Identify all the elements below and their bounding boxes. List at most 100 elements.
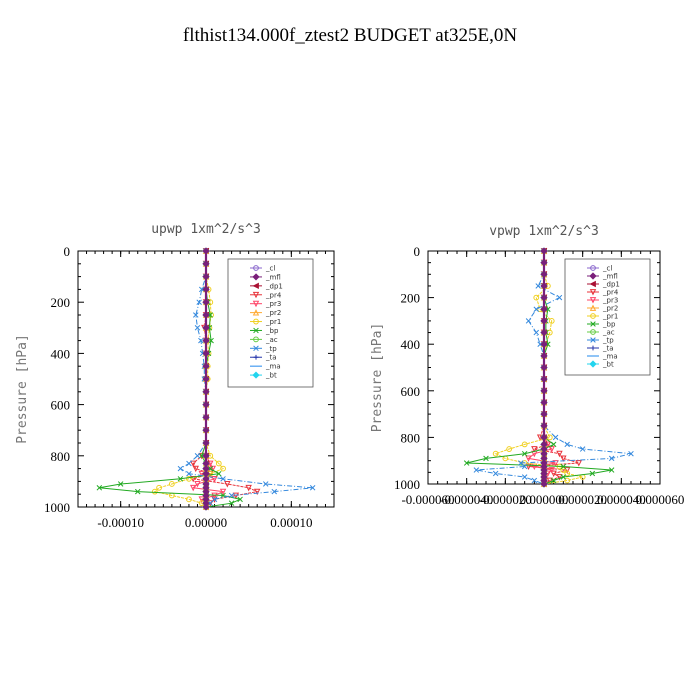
data-point: [533, 329, 540, 336]
legend-label: _ma: [265, 363, 281, 371]
x-tick-label: 0.00000: [185, 515, 227, 530]
data-point: [211, 475, 218, 483]
data-point: [533, 306, 540, 313]
data-point: [202, 503, 210, 511]
data-point: [215, 460, 222, 467]
data-point: [202, 285, 210, 294]
vpwp-panel: vpwp 1xm^2/s^3 Pressure [hPa] 0 200 400 600 80…: [370, 224, 684, 507]
data-point: [550, 441, 557, 448]
legend-label: _dp1: [265, 282, 283, 290]
data-point: [220, 465, 226, 472]
data-point: [540, 328, 548, 337]
data-point: [220, 476, 226, 482]
data-point: [560, 455, 567, 462]
data-point: [540, 387, 548, 395]
data-point: [189, 460, 197, 467]
legend-label: _ta: [265, 354, 277, 362]
data-point: [525, 318, 532, 324]
data-point: [198, 337, 204, 344]
legend-label: _tp: [265, 345, 277, 353]
data-point: [540, 305, 548, 313]
series-markers-pr1: [151, 248, 226, 510]
data-point: [202, 272, 210, 281]
data-point: [556, 294, 563, 301]
legend-marker: [253, 336, 259, 343]
data-point: [202, 452, 210, 460]
data-point: [521, 441, 528, 448]
legend-label: _ac: [265, 336, 278, 344]
legend-label: _pr1: [265, 318, 281, 326]
data-point: [540, 363, 548, 372]
data-point: [202, 400, 210, 409]
data-point: [196, 299, 202, 305]
x-tick-label: -0.000060: [401, 492, 454, 507]
data-point: [575, 460, 583, 467]
data-point: [194, 481, 201, 488]
legend-label: _tp: [602, 337, 614, 345]
data-point: [117, 481, 124, 487]
data-point: [219, 488, 227, 496]
data-point: [535, 283, 541, 289]
data-point: [546, 477, 554, 485]
x-tick-label: 0.000000: [520, 492, 569, 507]
legend-marker: [252, 291, 260, 299]
x-tick-label: 0.00010: [270, 515, 312, 530]
x-tick-label: 0.000020: [558, 492, 607, 507]
series-line-bp: [99, 251, 242, 508]
legend-marker: [252, 273, 260, 281]
legend-label: _pr4: [265, 291, 282, 299]
data-point: [202, 247, 210, 255]
y-tick-label: 800: [51, 449, 71, 464]
data-point: [540, 410, 548, 418]
data-point: [548, 318, 555, 324]
data-point: [540, 247, 548, 255]
data-point: [540, 340, 548, 348]
data-point: [177, 465, 184, 472]
data-point: [209, 465, 217, 473]
data-point: [194, 453, 201, 459]
x-tick-label: -0.000040: [440, 492, 493, 507]
data-point: [189, 484, 197, 492]
y-tick-label: 800: [401, 430, 421, 445]
data-point: [608, 455, 615, 462]
legend-marker: [590, 265, 596, 271]
data-point: [628, 450, 634, 457]
data-point: [202, 388, 210, 396]
legend-marker: [590, 337, 596, 343]
y-tick-label: 400: [401, 337, 421, 352]
data-point: [198, 286, 205, 293]
legend-label: _pr2: [602, 305, 618, 313]
data-point: [134, 488, 141, 495]
data-point: [560, 474, 567, 480]
y-tick-label: 0: [64, 244, 71, 259]
legend-marker: [590, 345, 596, 351]
data-point: [186, 475, 192, 482]
data-point: [202, 311, 210, 319]
data-point: [186, 460, 192, 467]
legend-label: _pr2: [265, 309, 281, 317]
data-point: [186, 496, 192, 503]
data-point: [550, 470, 557, 478]
legend-marker: [589, 297, 597, 304]
data-point: [186, 470, 192, 477]
data-point: [548, 467, 555, 474]
legend-marker: [252, 300, 260, 308]
data-point: [463, 460, 470, 466]
data-point: [202, 439, 210, 447]
y-tick-label: 1000: [44, 500, 70, 515]
legend: _cl_mfl_dp1_pr4_pr3_pr2_pr1_bp_ac_tp_ta_…: [564, 258, 651, 376]
data-point: [245, 484, 252, 492]
legend-label: _cl: [602, 265, 612, 273]
data-point: [473, 467, 480, 473]
data-point: [211, 496, 218, 503]
data-point: [96, 485, 103, 491]
legend-marker: [590, 313, 596, 319]
legend-marker: [589, 289, 597, 296]
data-point: [151, 488, 158, 495]
data-point: [540, 422, 548, 430]
data-point: [202, 298, 210, 306]
data-point: [560, 467, 567, 473]
y-tick-label: 200: [401, 291, 421, 306]
data-point: [540, 317, 548, 325]
data-point: [253, 488, 261, 496]
